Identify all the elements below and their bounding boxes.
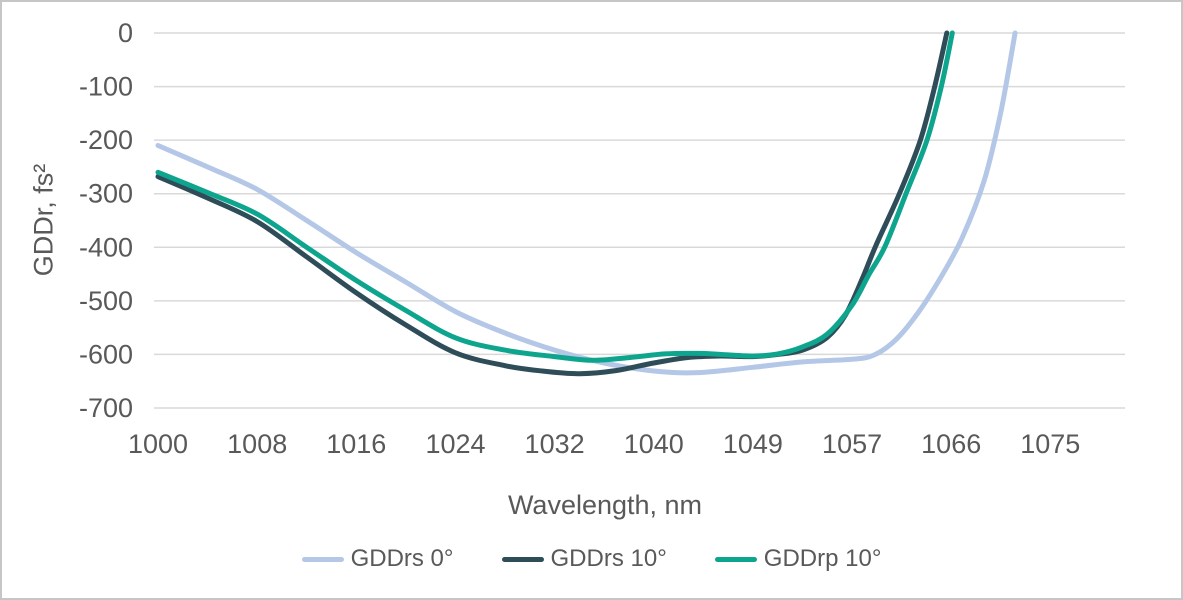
x-tick-label: 1024 — [425, 429, 485, 459]
legend-item-gddrp-10: GDDrp 10° — [714, 545, 882, 573]
legend-swatch-icon — [501, 556, 544, 562]
y-tick-label: -700 — [79, 393, 133, 423]
x-tick-label: 1008 — [227, 429, 287, 459]
legend: GDDrs 0° GDDrs 10° GDDrp 10° — [2, 542, 1181, 576]
legend-label: GDDrs 0° — [350, 545, 454, 572]
y-tick-label: 0 — [118, 18, 133, 48]
x-tick-label: 1057 — [822, 429, 882, 459]
legend-label: GDDrp 10° — [763, 545, 882, 572]
x-tick-label: 1016 — [326, 429, 386, 459]
x-tick-label: 1066 — [921, 429, 981, 459]
series-line-gddrs-10 — [155, 30, 950, 377]
legend-swatch-icon — [714, 556, 757, 562]
x-tick-label: 1040 — [624, 429, 684, 459]
legend-swatch-icon — [301, 556, 344, 562]
y-tick-label: -300 — [79, 179, 133, 209]
x-tick-label: 1032 — [525, 429, 585, 459]
legend-item-gddrs-0: GDDrs 0° — [301, 545, 454, 573]
legend-item-gddrs-10: GDDrs 10° — [501, 545, 667, 573]
x-tick-label: 1000 — [128, 429, 188, 459]
x-tick-label: 1049 — [723, 429, 783, 459]
y-axis-title-text: GDDr, fs² — [28, 163, 59, 277]
x-tick-label: 1075 — [1020, 429, 1080, 459]
y-axis-title: GDDr, fs² — [29, 164, 60, 277]
y-tick-label: -500 — [79, 286, 133, 316]
y-tick-label: -600 — [79, 339, 133, 369]
y-tick-label: -100 — [79, 72, 133, 102]
x-axis-title: Wavelength, nm — [507, 490, 703, 520]
legend-label: GDDrs 10° — [550, 545, 667, 572]
y-tick-label: -200 — [79, 125, 133, 155]
series-line-gddrs-0 — [155, 30, 1018, 376]
y-tick-label: -400 — [79, 232, 133, 262]
series-line-gddrp-10 — [155, 30, 955, 363]
